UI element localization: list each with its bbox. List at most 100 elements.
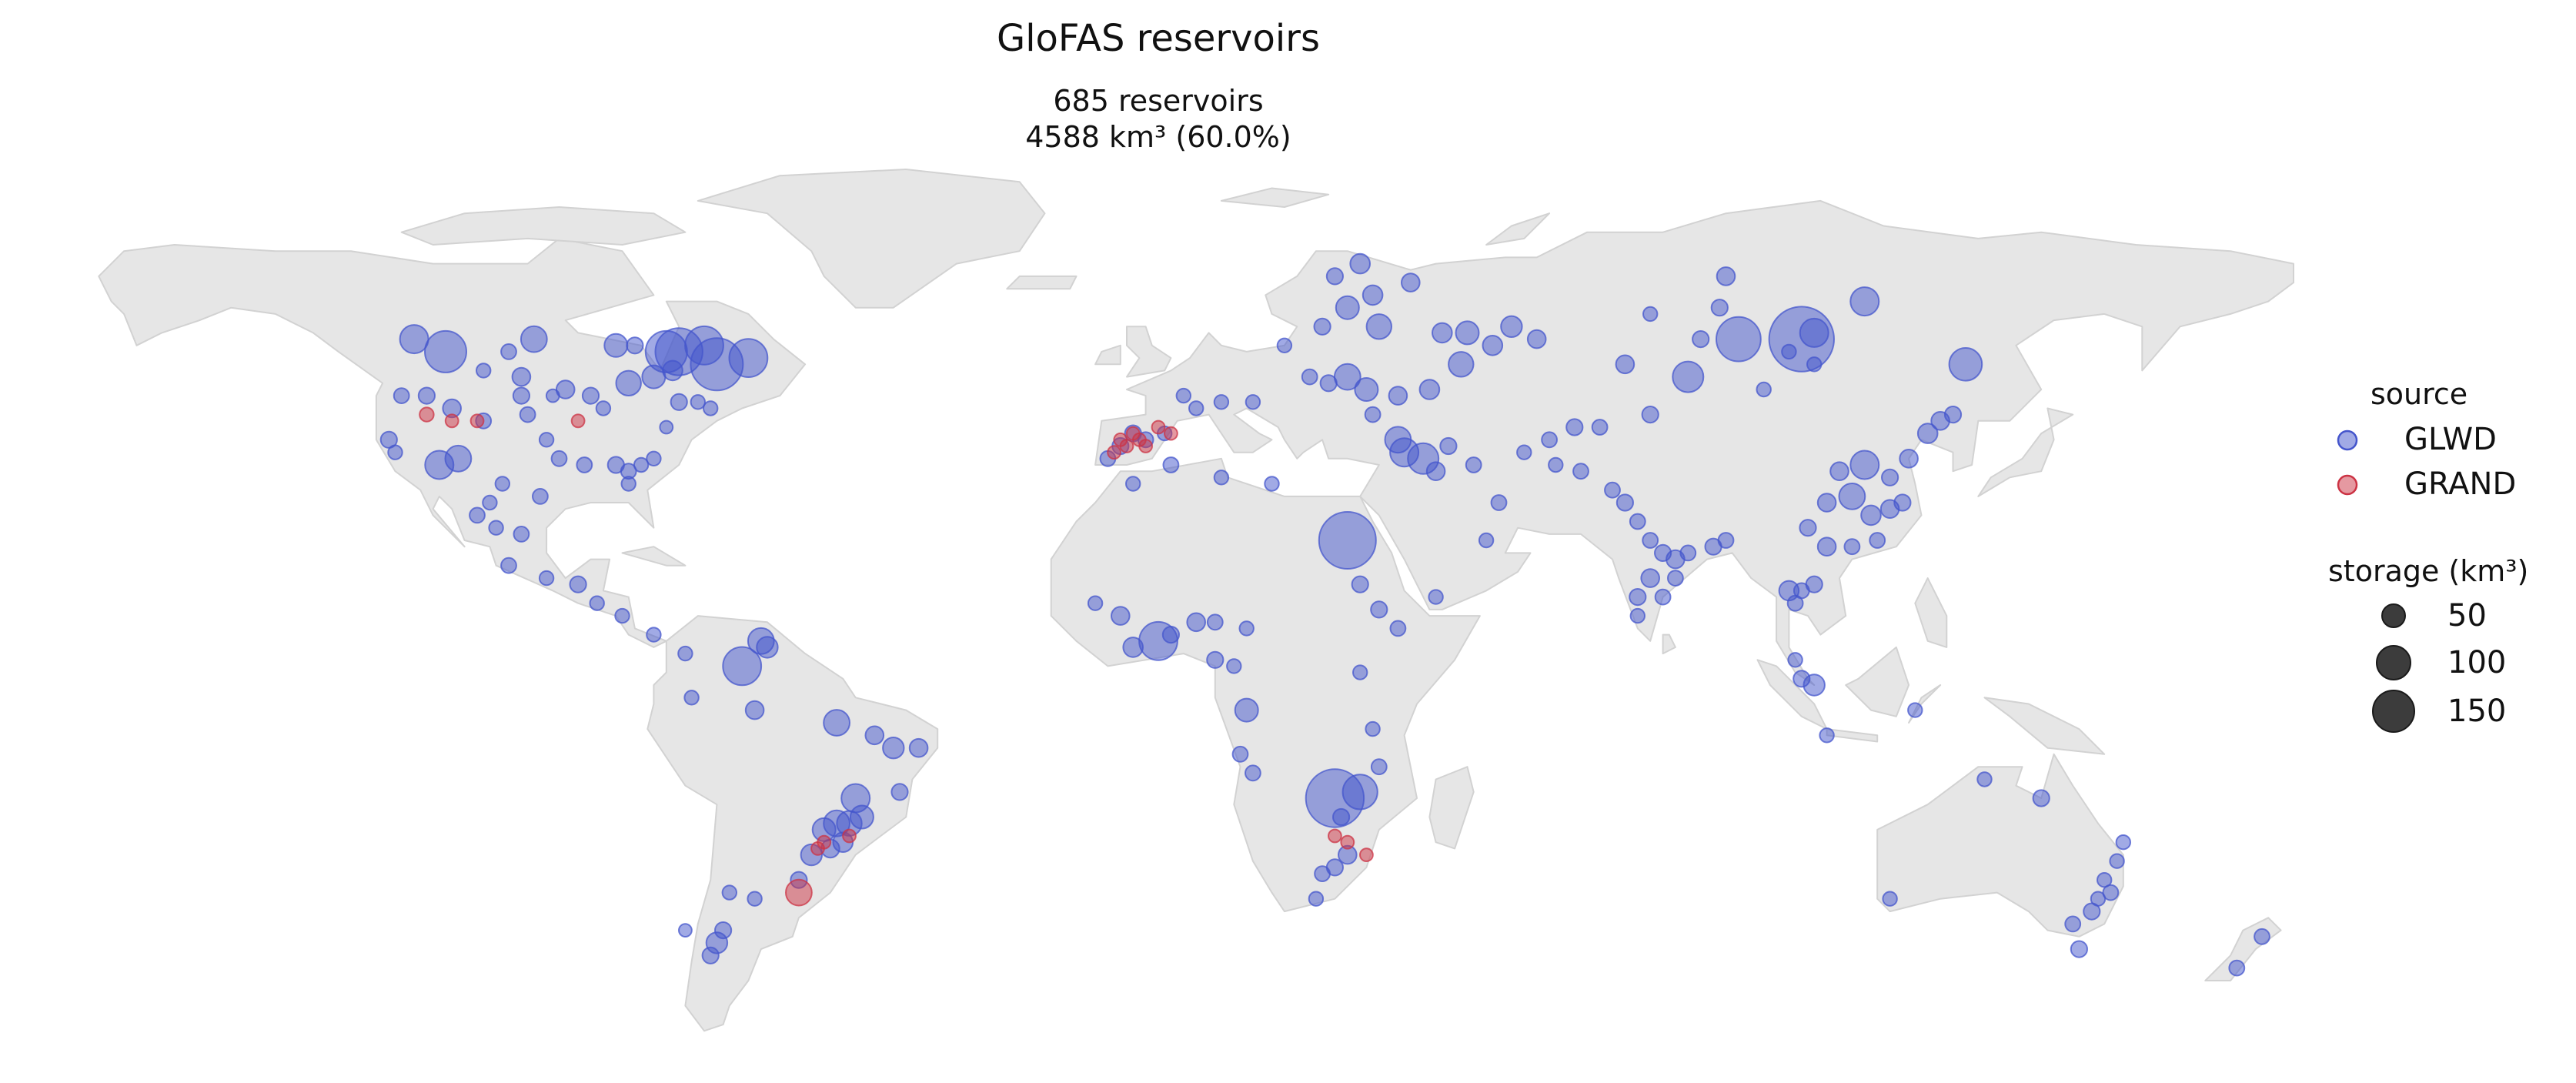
reservoir-point-glwd [1806,356,1823,373]
reservoir-point-glwd [1899,449,1919,469]
reservoir-point-glwd [1448,351,1475,378]
reservoir-point-glwd [1428,589,1444,605]
landmass-philippines [1914,577,1948,648]
landmass-borneo [1845,646,1910,717]
reservoir-point-glwd [399,324,429,355]
reservoir-point-glwd [1087,595,1104,611]
reservoir-point-glwd [721,884,737,901]
reservoir-point-grand [444,413,459,429]
reservoir-point-glwd [2064,915,2082,933]
reservoir-point-grand [570,413,586,429]
reservoir-point-glwd [1333,363,1362,391]
landmass-ireland [1094,344,1121,366]
reservoir-point-glwd [1332,807,1351,827]
reservoir-point-glwd [1318,511,1377,570]
reservoir-point-glwd [2070,940,2088,958]
reservoir-point-glwd [1629,607,1646,624]
reservoir-point-glwd [1365,720,1381,737]
reservoir-point-glwd [633,456,650,473]
legend-size-label-150: 150 [2447,694,2507,729]
reservoir-point-glwd [1526,329,1547,349]
legend-size-label-100: 100 [2447,645,2507,680]
reservoir-point-glwd [615,369,642,396]
legend-size-marker-150 [2372,690,2415,733]
reservoir-point-glwd [1849,450,1880,480]
reservoir-point-glwd [646,627,662,643]
reservoir-point-glwd [1186,612,1206,633]
reservoir-point-glwd [1425,461,1446,482]
chart-subtitle-storage: 4588 km³ (60.0%) [1025,120,1291,154]
reservoir-point-grand [810,841,825,856]
reservoir-point-glwd [2032,789,2050,807]
legend-grand-label: GRAND [2404,466,2517,502]
reservoir-point-glwd [659,419,674,435]
reservoir-point-glwd [1869,532,1886,549]
reservoir-point-glwd [1234,697,1259,723]
reservoir-point-glwd [1642,532,1659,549]
reservoir-point-glwd [677,645,693,662]
reservoir-point-glwd [1161,626,1181,644]
reservoir-point-glwd [482,494,498,511]
landmass-cuba [621,546,687,567]
reservoir-point-glwd [744,700,765,720]
reservoir-point-glwd [890,783,909,801]
reservoir-point-glwd [1349,252,1371,275]
landmass-iceland [1006,275,1078,290]
reservoir-point-glwd [1816,536,1837,557]
reservoir-point-glwd [393,387,410,404]
reservoir-point-glwd [1816,493,1837,513]
reservoir-point-glwd [823,709,850,737]
reservoir-point-glwd [1264,476,1280,492]
reservoir-point-glwd [1319,374,1338,393]
reservoir-point-glwd [1565,418,1584,436]
reservoir-point-glwd [1629,513,1646,530]
reservoir-point-glwd [581,386,600,405]
reservoir-point-glwd [1365,313,1393,340]
reservoir-point-glwd [1432,322,1453,344]
reservoir-point-glwd [1125,476,1141,492]
legend-source-title: source [2371,377,2468,411]
reservoir-point-glwd [1756,381,1772,398]
reservoir-point-glwd [1206,613,1224,631]
landmass-europe-asia [1094,199,2294,686]
reservoir-point-glwd [1188,400,1204,416]
reservoir-point-glwd [1238,620,1255,637]
reservoir-point-glwd [646,450,662,466]
reservoir-point-glwd [1364,406,1382,423]
reservoir-point-glwd [1843,538,1861,556]
chart-subtitle-count: 685 reservoirs [1053,84,1264,118]
reservoir-point-glwd [1799,519,1817,537]
legend-grand-marker [2337,474,2358,496]
reservoir-point-glwd [1213,470,1230,486]
reservoir-point-glwd [500,343,517,360]
reservoir-point-grand [1340,834,1355,850]
landmass-north-america [98,237,807,648]
reservoir-point-glwd [620,476,636,492]
reservoir-point-glwd [476,363,492,379]
reservoir-point-glwd [1672,360,1705,393]
reservoir-point-glwd [1341,774,1378,811]
landmass-arctic-islands [400,206,687,246]
reservoir-point-glwd [614,607,630,624]
landmass-greenland [697,169,1046,309]
reservoir-point-glwd [2254,928,2270,945]
legend-glwd-label: GLWD [2404,422,2497,457]
reservoir-point-glwd [728,338,769,379]
reservoir-point-glwd [494,476,510,492]
reservoir-point-glwd [532,488,549,505]
reservoir-point-glwd [417,386,436,405]
reservoir-point-glwd [1572,463,1589,480]
reservoir-point-glwd [1335,295,1360,320]
reservoir-point-glwd [488,520,504,536]
reservoir-point-glwd [2097,872,2113,888]
reservoir-point-glwd [1418,379,1441,400]
reservoir-point-glwd [1838,483,1866,510]
reservoir-point-glwd [1882,891,1898,907]
reservoir-point-glwd [908,737,929,758]
reservoir-point-glwd [1781,343,1797,360]
reservoir-point-glwd [1213,394,1230,410]
reservoir-point-glwd [683,690,700,706]
reservoir-point-glwd [641,364,667,389]
